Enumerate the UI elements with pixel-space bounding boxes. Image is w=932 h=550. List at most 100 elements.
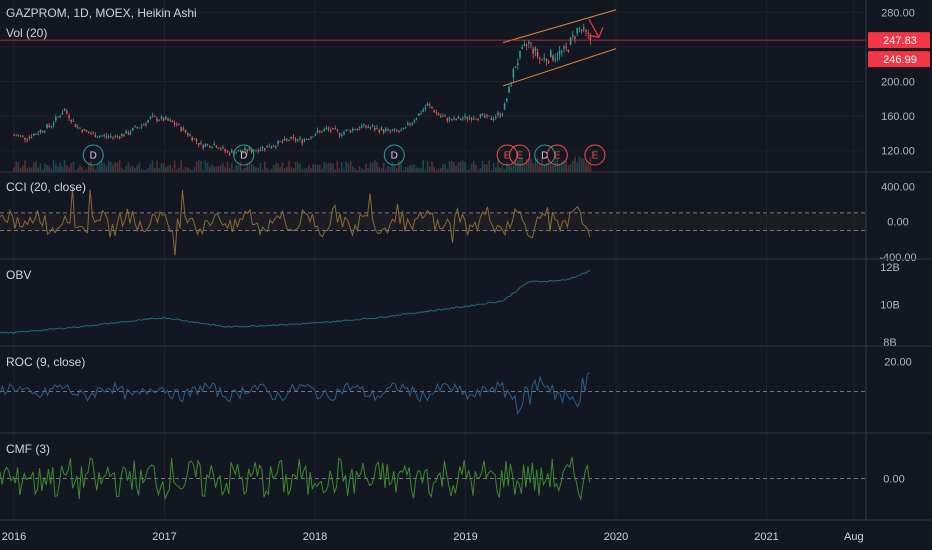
candle-body: [112, 136, 114, 138]
volume-bar: [580, 158, 583, 172]
volume-bar: [92, 166, 94, 172]
candle-body: [13, 135, 15, 136]
cci-axis[interactable]: 400.00 0.00 -400.00: [879, 181, 916, 264]
volume-bar: [411, 165, 413, 172]
candle-body: [198, 143, 200, 145]
roc-pane[interactable]: 20.00: [0, 346, 912, 433]
candle-body: [279, 141, 281, 143]
volume-bar: [442, 163, 444, 172]
candle-body: [418, 113, 420, 116]
volume-bar: [424, 168, 427, 172]
dividend-marker: D: [383, 144, 405, 166]
volume-bar: [407, 166, 409, 172]
volume-bar: [486, 164, 488, 172]
volume-bar: [39, 163, 42, 172]
candle-body: [345, 129, 347, 132]
cmf-axis[interactable]: 0.00: [883, 474, 904, 486]
candle-body: [310, 136, 312, 138]
price-label-box: 247.83: [868, 32, 930, 49]
volume-bar: [312, 164, 314, 172]
event-letter: E: [504, 151, 511, 162]
candle-body: [222, 147, 224, 149]
cci-pane[interactable]: 400.00 0.00 -400.00: [0, 172, 917, 264]
time-axis-label-2020[interactable]: 2020: [604, 531, 628, 543]
candle-body: [118, 137, 121, 139]
candle-body: [532, 48, 534, 54]
candle-body: [578, 27, 581, 29]
volume-bar: [202, 169, 204, 172]
candle-body: [490, 118, 493, 120]
candle-body: [35, 134, 37, 135]
time-axis-label-aug[interactable]: Aug: [844, 531, 864, 543]
volume-bar: [479, 167, 482, 172]
volume-bar: [70, 163, 72, 172]
volume-bar: [400, 161, 402, 172]
candle-body: [209, 145, 211, 148]
candle-body: [378, 130, 380, 133]
volume-bar: [393, 165, 396, 172]
volume-bar: [316, 164, 319, 172]
volume-bar: [72, 161, 75, 172]
price-label-bg: [868, 32, 930, 49]
candle-body: [277, 140, 279, 144]
time-axis-label-2021[interactable]: 2021: [754, 531, 778, 543]
candle-body: [105, 135, 108, 137]
candle-body: [215, 145, 218, 148]
candle-body: [426, 103, 429, 106]
obv-indicator-label[interactable]: OBV: [6, 268, 32, 282]
candle-body: [255, 149, 257, 151]
obv-axis[interactable]: 12B 10B 8B: [880, 262, 900, 349]
volume-bar: [99, 160, 101, 172]
roc-axis[interactable]: 20.00: [884, 357, 912, 369]
candlesticks: [13, 23, 592, 157]
candle-body: [473, 118, 475, 120]
volume-bar: [495, 167, 497, 172]
volume-bar: [145, 169, 147, 172]
trend-channel[interactable]: [0, 9, 866, 87]
volume-bar: [140, 168, 143, 172]
cci-indicator-label[interactable]: CCI (20, close): [6, 180, 87, 194]
time-axis-label-2019[interactable]: 2019: [453, 531, 477, 543]
time-axis-label-2018[interactable]: 2018: [303, 531, 327, 543]
cmf-indicator-label[interactable]: CMF (3): [6, 442, 50, 456]
candle-body: [523, 44, 526, 46]
volume-bar: [270, 168, 273, 172]
symbol-title[interactable]: GAZPROM, 1D, MOEX, Heikin Ashi: [6, 6, 197, 20]
volume-bar: [228, 167, 231, 172]
price-tick-label: 160.00: [881, 111, 915, 123]
time-axis-label-2016[interactable]: 2016: [2, 531, 26, 543]
cmf-pane[interactable]: 0.00: [0, 433, 905, 520]
candle-body: [323, 129, 325, 131]
roc-indicator-label[interactable]: ROC (9, close): [6, 355, 86, 369]
candle-body: [303, 139, 306, 142]
volume-bar: [585, 161, 587, 172]
volume-bar: [55, 163, 57, 172]
volume-bar: [24, 160, 26, 172]
volume-bar: [41, 169, 44, 172]
candle-body: [46, 124, 48, 128]
candle-body: [246, 149, 248, 152]
candle-body: [173, 123, 176, 125]
volume-bar: [283, 168, 286, 172]
volume-bar: [46, 165, 48, 172]
volume-bar: [187, 167, 189, 172]
time-axis[interactable]: 2016 2017 2018 2019 2020 2021 Aug: [2, 531, 864, 543]
candle-body: [242, 151, 244, 153]
candle-body: [330, 129, 332, 131]
price-label-text: 247.83: [883, 35, 917, 47]
event-circle: [509, 144, 531, 166]
candle-body: [314, 134, 317, 136]
pane-separators[interactable]: [0, 0, 932, 521]
candle-body: [24, 137, 26, 140]
candle-body: [202, 145, 204, 149]
volume-bar: [88, 162, 90, 172]
volume-indicator-label[interactable]: Vol (20): [6, 26, 48, 40]
volume-bar: [189, 169, 191, 172]
time-axis-label-2017[interactable]: 2017: [152, 531, 176, 543]
obv-pane[interactable]: 12B 10B 8B: [0, 259, 900, 349]
volume-bar: [490, 169, 493, 172]
candle-body: [407, 123, 409, 126]
price-axis[interactable]: 280.00 200.00 160.00 120.00 247.83 246.99: [868, 7, 930, 158]
